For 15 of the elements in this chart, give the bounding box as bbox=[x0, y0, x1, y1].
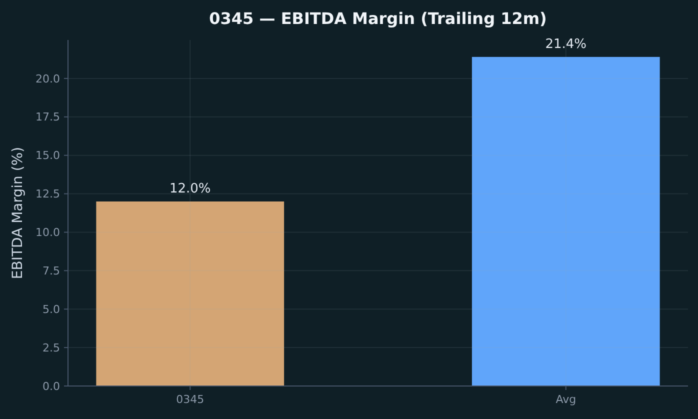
y-tick-label: 5.0 bbox=[42, 302, 60, 316]
y-tick-label: 15.0 bbox=[36, 149, 60, 162]
data-label: 21.4% bbox=[545, 36, 587, 52]
y-tick-label: 2.5 bbox=[42, 341, 60, 354]
y-tick-label: 12.5 bbox=[36, 188, 60, 201]
y-tick-label: 7.5 bbox=[42, 264, 60, 278]
y-axis-title: EBITDA Margin (%) bbox=[10, 146, 26, 280]
x-tick-label: Avg bbox=[556, 393, 576, 406]
y-tick-label: 0.0 bbox=[42, 380, 60, 393]
y-tick-label: 10.0 bbox=[36, 226, 60, 240]
data-label: 12.0% bbox=[169, 181, 211, 196]
chart-title: 0345 — EBITDA Margin (Trailing 12m) bbox=[209, 9, 547, 28]
y-tick-label: 17.5 bbox=[36, 110, 60, 124]
y-tick-label: 20.0 bbox=[36, 72, 60, 86]
x-tick-label: 0345 bbox=[176, 393, 204, 406]
